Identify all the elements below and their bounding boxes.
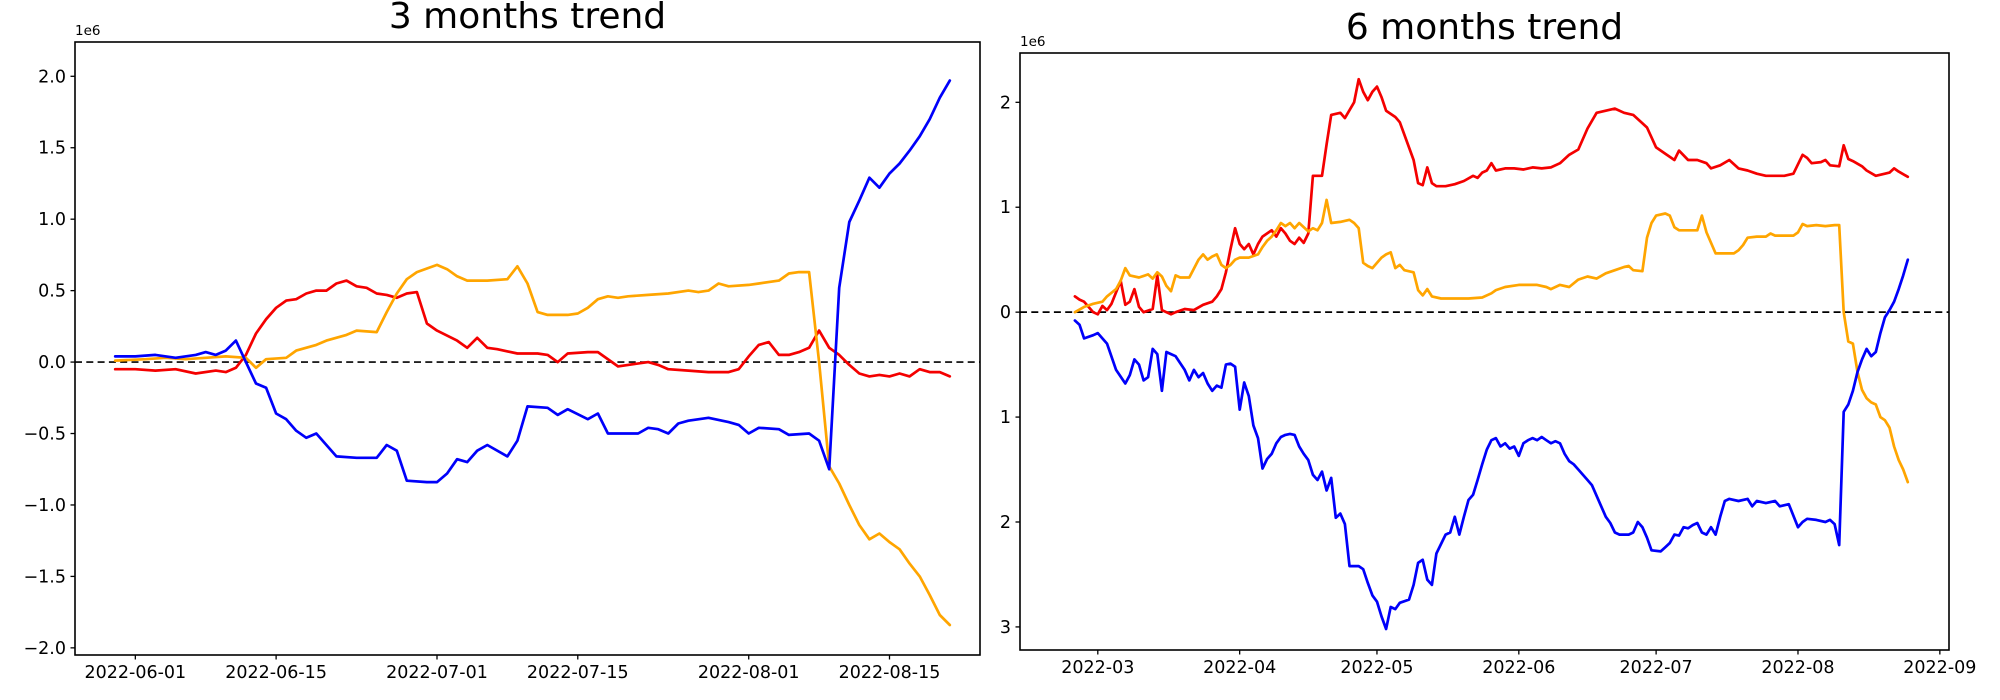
series-red-line bbox=[113, 279, 952, 378]
x-tick-label: 2022-08 bbox=[1761, 658, 1834, 678]
y-tick-label: 1 bbox=[1000, 198, 1011, 218]
y-axis-ticks: 2 1 0 −1 −2 −3 bbox=[1000, 93, 1020, 638]
x-axis-ticks: 2022-03 2022-04 2022-05 2022-06 2022-07 2022-… bbox=[1061, 650, 1976, 678]
y-tick-label: −2 bbox=[1000, 513, 1011, 533]
series-orange-line bbox=[1073, 198, 1910, 484]
x-tick-label: 2022-08-01 bbox=[698, 663, 800, 683]
series-lines bbox=[113, 79, 952, 627]
chart-plot-area-6-months: 2022-03 2022-04 2022-05 2022-06 2022-07 2022-… bbox=[1000, 52, 1976, 678]
y-tick-label: −1.5 bbox=[24, 567, 67, 587]
series-red-line bbox=[1073, 77, 1910, 316]
y-axis-offset-label-3-months: 1e6 bbox=[75, 23, 101, 39]
series-blue-line bbox=[113, 79, 952, 484]
y-tick-label: 2 bbox=[1000, 93, 1011, 113]
x-tick-label: 2022-07-01 bbox=[386, 663, 488, 683]
x-tick-label: 2022-05 bbox=[1340, 658, 1413, 678]
x-tick-label: 2022-08-15 bbox=[839, 663, 941, 683]
x-tick-label: 2022-06-15 bbox=[225, 663, 327, 683]
y-tick-label: 0 bbox=[1000, 303, 1011, 323]
series-lines bbox=[1073, 77, 1910, 631]
x-tick-label: 2022-06-01 bbox=[84, 663, 186, 683]
y-tick-label: 0.0 bbox=[38, 353, 66, 373]
y-axis-ticks: 2.0 1.5 1.0 0.5 0.0 −0.5 −1.0 −1.5 −2.0 bbox=[24, 67, 75, 659]
y-tick-label: −0.5 bbox=[24, 425, 67, 445]
chart-title-6-months: 6 months trend bbox=[1345, 7, 1624, 48]
axes-spines bbox=[1019, 52, 1950, 651]
y-tick-label: −1.0 bbox=[24, 496, 67, 516]
chart-plot-area-3-months: 2022-06-01 2022-06-15 2022-07-01 2022-07-15… bbox=[24, 41, 981, 683]
axes-spines bbox=[74, 41, 981, 656]
subplot-3-months-trend: 3 months trend 1e6 2022-06-01 2022-06-15 2… bbox=[24, 0, 981, 683]
x-tick-label: 2022-07-15 bbox=[527, 663, 629, 683]
series-orange-line bbox=[113, 263, 952, 627]
chart-title-3-months: 3 months trend bbox=[388, 0, 667, 37]
y-tick-label: −3 bbox=[1000, 618, 1011, 638]
x-tick-label: 2022-07 bbox=[1620, 658, 1693, 678]
series-blue-line bbox=[1073, 258, 1910, 631]
x-tick-label: 2022-06 bbox=[1482, 658, 1555, 678]
y-axis-offset-label-6-months: 1e6 bbox=[1020, 34, 1046, 50]
y-tick-label: 2.0 bbox=[38, 67, 66, 87]
x-tick-label: 2022-03 bbox=[1061, 658, 1134, 678]
y-tick-label: −2.0 bbox=[24, 639, 67, 659]
x-tick-label: 2022-09 bbox=[1903, 658, 1976, 678]
y-tick-label: 0.5 bbox=[38, 282, 66, 302]
x-tick-label: 2022-04 bbox=[1203, 658, 1276, 678]
y-tick-label: −1 bbox=[1000, 408, 1011, 428]
y-tick-label: 1.5 bbox=[38, 139, 66, 159]
subplot-6-months-trend: 6 months trend 1e6 2022-03 2022-04 2022-05… bbox=[1000, 0, 2000, 700]
y-tick-label: 1.0 bbox=[38, 210, 66, 230]
x-axis-ticks: 2022-06-01 2022-06-15 2022-07-01 2022-07-15… bbox=[84, 655, 940, 683]
